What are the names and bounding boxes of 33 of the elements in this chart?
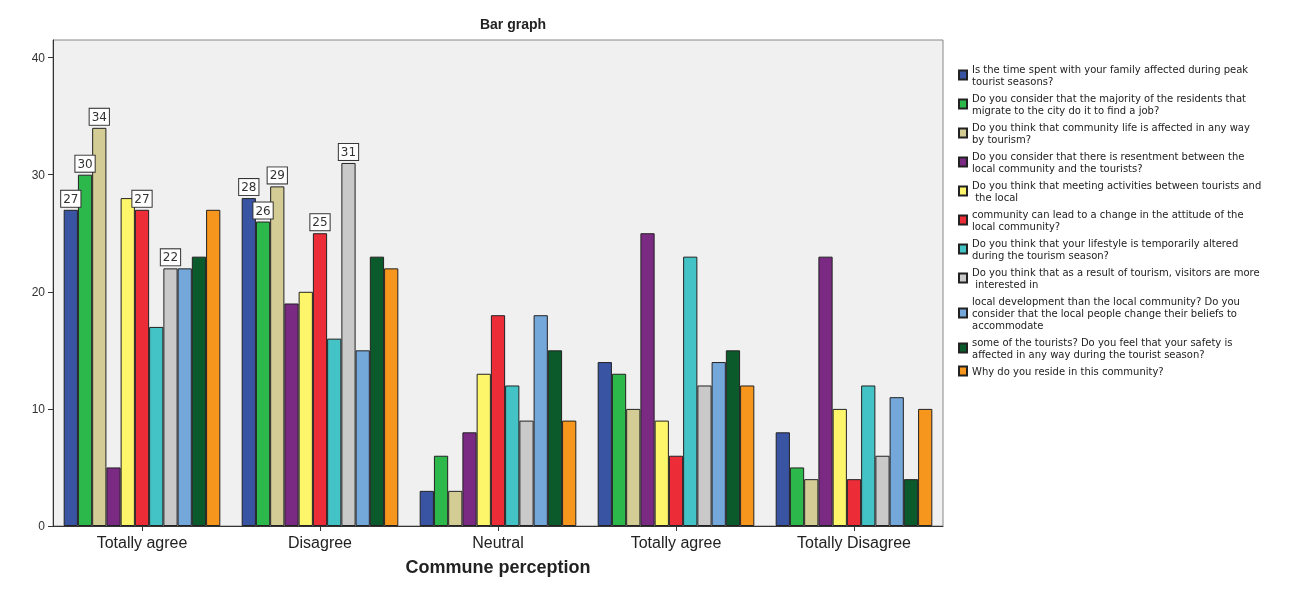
data-label: 29 — [269, 168, 285, 183]
data-label: 26 — [255, 203, 271, 218]
data-label: 27 — [63, 191, 79, 206]
y-tick-label: 30 — [31, 167, 46, 182]
data-label: 27 — [134, 191, 150, 206]
y-tick-label: 20 — [31, 284, 46, 299]
legend-label: Is the time spent with your family affected during peak tourist seasons? — [972, 63, 1252, 87]
legend-label: Do you think that community life is affected in any way by tourism? — [972, 121, 1254, 145]
legend-label: Do you think that your lifestyle is temporarily altered during the tourism season? — [972, 237, 1242, 261]
data-label: 25 — [312, 215, 328, 230]
y-tick-label: 40 — [31, 50, 46, 65]
x-tick-label: Totally Disagree — [797, 533, 912, 551]
x-tick-label: Totally agree — [96, 533, 188, 551]
x-tick-label: Disagree — [287, 533, 353, 551]
chart-title: Bar graph — [479, 16, 547, 32]
legend-label: local development than the local community? Do you consider that the local people change their beliefs to accommodate — [972, 295, 1244, 331]
legend-label: Do you consider that the majority of the residents that migrate to the city do it to find a job? — [972, 92, 1250, 116]
x-tick-label: Totally agree — [630, 533, 722, 551]
x-tick-label: Neutral — [472, 533, 524, 551]
data-label: 22 — [162, 250, 179, 265]
legend-label: Why do you reside in this community? — [972, 365, 1164, 377]
legend-label: Do you think that as a result of tourism, visitors are more interested in — [972, 266, 1260, 290]
data-label: 30 — [77, 156, 93, 171]
data-label: 34 — [91, 109, 107, 124]
data-label: 28 — [241, 180, 257, 195]
legend-label: Do you think that meeting activities between tourists and the local — [972, 179, 1262, 203]
data-label: 31 — [340, 144, 357, 159]
y-tick-label: 10 — [31, 401, 46, 416]
legend-label: some of the tourists? Do you feel that your safety is affected in any way during the tourist season? — [972, 336, 1236, 360]
legend-label: community can lead to a change in the attitude of the local community? — [972, 208, 1247, 232]
x-axis-title: Commune perception — [405, 557, 591, 577]
y-tick-label: 0 — [38, 519, 46, 533]
legend-label: Do you consider that there is resentment between the local community and the tourists? — [972, 150, 1248, 174]
